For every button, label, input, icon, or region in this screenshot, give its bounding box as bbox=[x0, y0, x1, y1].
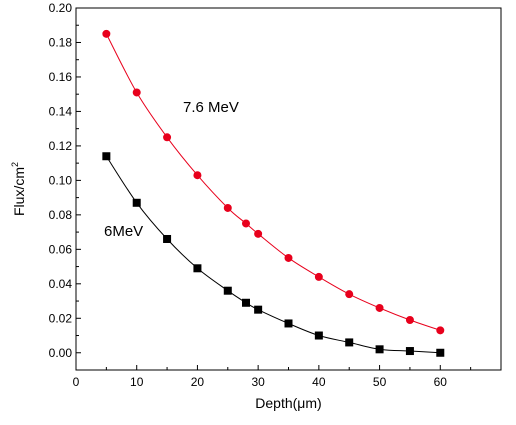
data-point bbox=[314, 331, 323, 340]
data-point bbox=[223, 286, 232, 295]
axis-ticks: 0 10 20 30 40 50 60 0.00 0.02 0.04 0.06 0.08 0.10 0.1… bbox=[49, 1, 472, 389]
data-point bbox=[254, 229, 263, 238]
x-tick-label: 20 bbox=[191, 375, 205, 389]
x-tick-label: 60 bbox=[434, 375, 448, 389]
y-tick-label: 0.12 bbox=[49, 139, 73, 153]
data-point bbox=[405, 316, 414, 325]
y-tick-label: 0.00 bbox=[49, 346, 73, 360]
plot-frame bbox=[75, 7, 502, 371]
y-tick-label: 0.08 bbox=[49, 208, 73, 222]
y-tick-label: 0.16 bbox=[49, 70, 73, 84]
data-point bbox=[163, 234, 172, 243]
x-tick-label: 40 bbox=[312, 375, 326, 389]
y-tick-label: 0.06 bbox=[49, 242, 73, 256]
y-tick-label: 0.02 bbox=[49, 311, 73, 325]
data-point bbox=[193, 171, 202, 180]
x-tick-label: 50 bbox=[373, 375, 387, 389]
y-tick-label: 0.10 bbox=[49, 173, 73, 187]
data-point bbox=[345, 290, 354, 299]
series-6-mev bbox=[102, 152, 445, 357]
plot-axes bbox=[75, 7, 502, 371]
data-point bbox=[314, 272, 323, 281]
data-point bbox=[436, 326, 445, 335]
x-tick-label: 10 bbox=[130, 375, 144, 389]
data-point bbox=[284, 253, 293, 262]
x-tick-label: 0 bbox=[73, 375, 80, 389]
data-point bbox=[223, 203, 232, 212]
y-axis-label-superscript: 2 bbox=[10, 162, 20, 167]
data-point bbox=[405, 347, 414, 356]
data-point bbox=[193, 264, 202, 273]
axis-labels: Depth(μm) Flux/cm2 bbox=[10, 162, 322, 411]
y-tick-label: 0.20 bbox=[49, 1, 73, 15]
data-point bbox=[345, 338, 354, 347]
series-line bbox=[105, 33, 441, 331]
series-annotation: 6MeV bbox=[104, 223, 143, 240]
data-point bbox=[163, 133, 172, 142]
series-7-6-mev bbox=[102, 29, 445, 335]
data-point bbox=[242, 298, 250, 307]
x-tick-label: 30 bbox=[251, 375, 265, 389]
y-tick-label: 0.04 bbox=[49, 277, 73, 291]
series-layer bbox=[102, 29, 445, 357]
annotations: 7.6 MeV 6MeV bbox=[104, 99, 239, 240]
y-axis-label-main: Flux/cm bbox=[11, 167, 27, 216]
data-point bbox=[375, 345, 384, 354]
data-point bbox=[132, 88, 141, 97]
data-point bbox=[102, 29, 111, 38]
data-point bbox=[254, 305, 263, 314]
data-point bbox=[375, 303, 384, 312]
data-point bbox=[132, 198, 141, 207]
data-point bbox=[284, 319, 293, 328]
x-axis-label: Depth(μm) bbox=[255, 395, 321, 411]
series-line bbox=[105, 155, 441, 354]
data-point bbox=[436, 348, 445, 357]
data-point bbox=[102, 152, 111, 161]
y-axis-label: Flux/cm2 bbox=[10, 162, 27, 216]
series-annotation: 7.6 MeV bbox=[183, 99, 239, 116]
data-point bbox=[242, 219, 250, 228]
y-tick-label: 0.14 bbox=[49, 104, 73, 118]
y-tick-label: 0.18 bbox=[49, 35, 73, 49]
